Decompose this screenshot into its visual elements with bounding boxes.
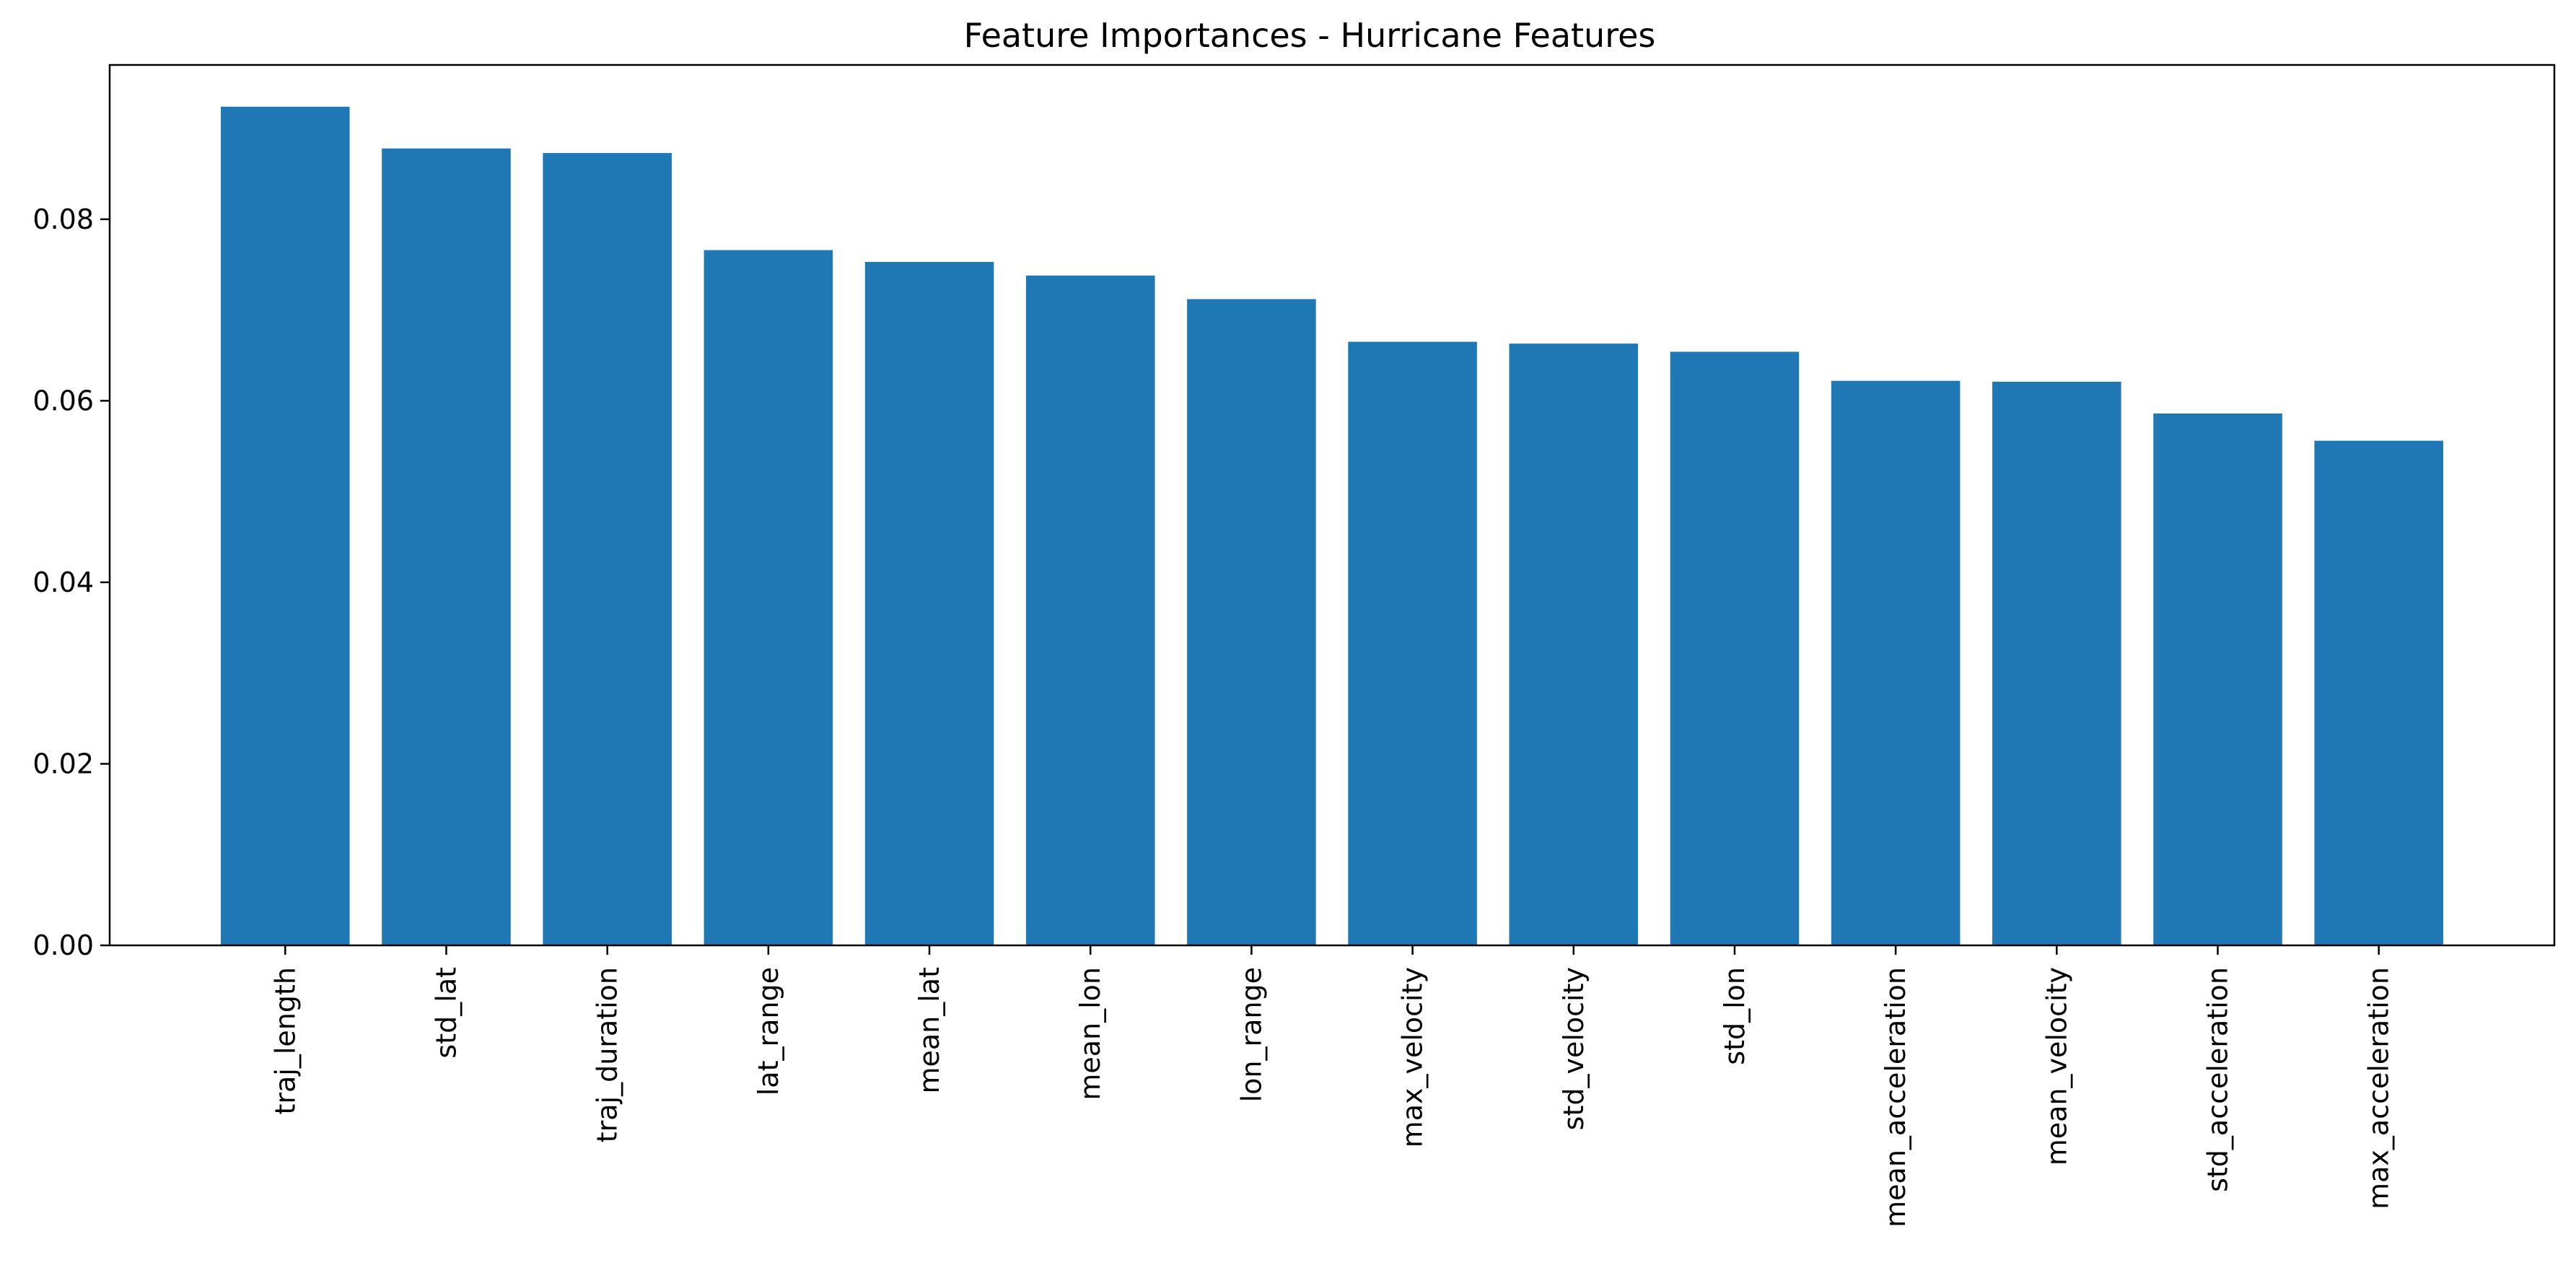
bar-mean-lon bbox=[1025, 275, 1155, 945]
x-tick-label: std_acceleration bbox=[2202, 967, 2234, 1192]
x-tick-label: std_lat bbox=[430, 967, 462, 1059]
x-tick-label: traj_length bbox=[269, 967, 301, 1115]
bar-traj-length bbox=[221, 106, 350, 945]
bar-max-acceleration bbox=[2314, 440, 2443, 945]
x-tick-label: max_velocity bbox=[1397, 967, 1429, 1147]
bar-std-acceleration bbox=[2153, 413, 2282, 945]
bar-mean-velocity bbox=[1992, 381, 2121, 945]
x-tick-label: lon_range bbox=[1235, 967, 1267, 1102]
x-tick-label: mean_lat bbox=[914, 967, 945, 1094]
x-tick-label: max_acceleration bbox=[2363, 967, 2395, 1209]
x-tick-label: traj_duration bbox=[592, 967, 623, 1142]
x-tick-label: lat_range bbox=[753, 967, 784, 1095]
bar-std-lat bbox=[382, 148, 511, 946]
x-tick-label: mean_velocity bbox=[2041, 967, 2072, 1165]
y-tick-label: 0.04 bbox=[32, 566, 94, 598]
bar-traj-duration bbox=[543, 153, 672, 945]
bar-mean-acceleration bbox=[1831, 380, 1961, 945]
chart-title: Feature Importances - Hurricane Features bbox=[964, 16, 1656, 55]
y-tick-label: 0.00 bbox=[32, 929, 94, 961]
bars-group bbox=[221, 106, 2443, 946]
y-tick-label: 0.08 bbox=[32, 204, 94, 235]
bar-std-lon bbox=[1670, 351, 1800, 945]
bar-max-velocity bbox=[1348, 341, 1477, 945]
x-tick-label: mean_lon bbox=[1074, 967, 1106, 1101]
x-tick-label: mean_acceleration bbox=[1880, 967, 1911, 1228]
x-tick-label: std_velocity bbox=[1558, 967, 1590, 1130]
x-tick-label: std_lon bbox=[1719, 967, 1751, 1065]
plot-frame bbox=[108, 64, 2556, 947]
y-tick-label: 0.06 bbox=[32, 385, 94, 416]
y-axis-ticks: 0.00 0.02 0.04 0.06 0.08 bbox=[32, 204, 110, 961]
x-axis-ticks: traj_length std_lat traj_duration lat_range… bbox=[269, 945, 2395, 1228]
bar-lat-range bbox=[704, 250, 833, 945]
bar-mean-lat bbox=[864, 261, 994, 945]
bar-lon-range bbox=[1187, 299, 1316, 945]
bar-std-velocity bbox=[1509, 344, 1639, 945]
y-tick-label: 0.02 bbox=[32, 748, 94, 779]
